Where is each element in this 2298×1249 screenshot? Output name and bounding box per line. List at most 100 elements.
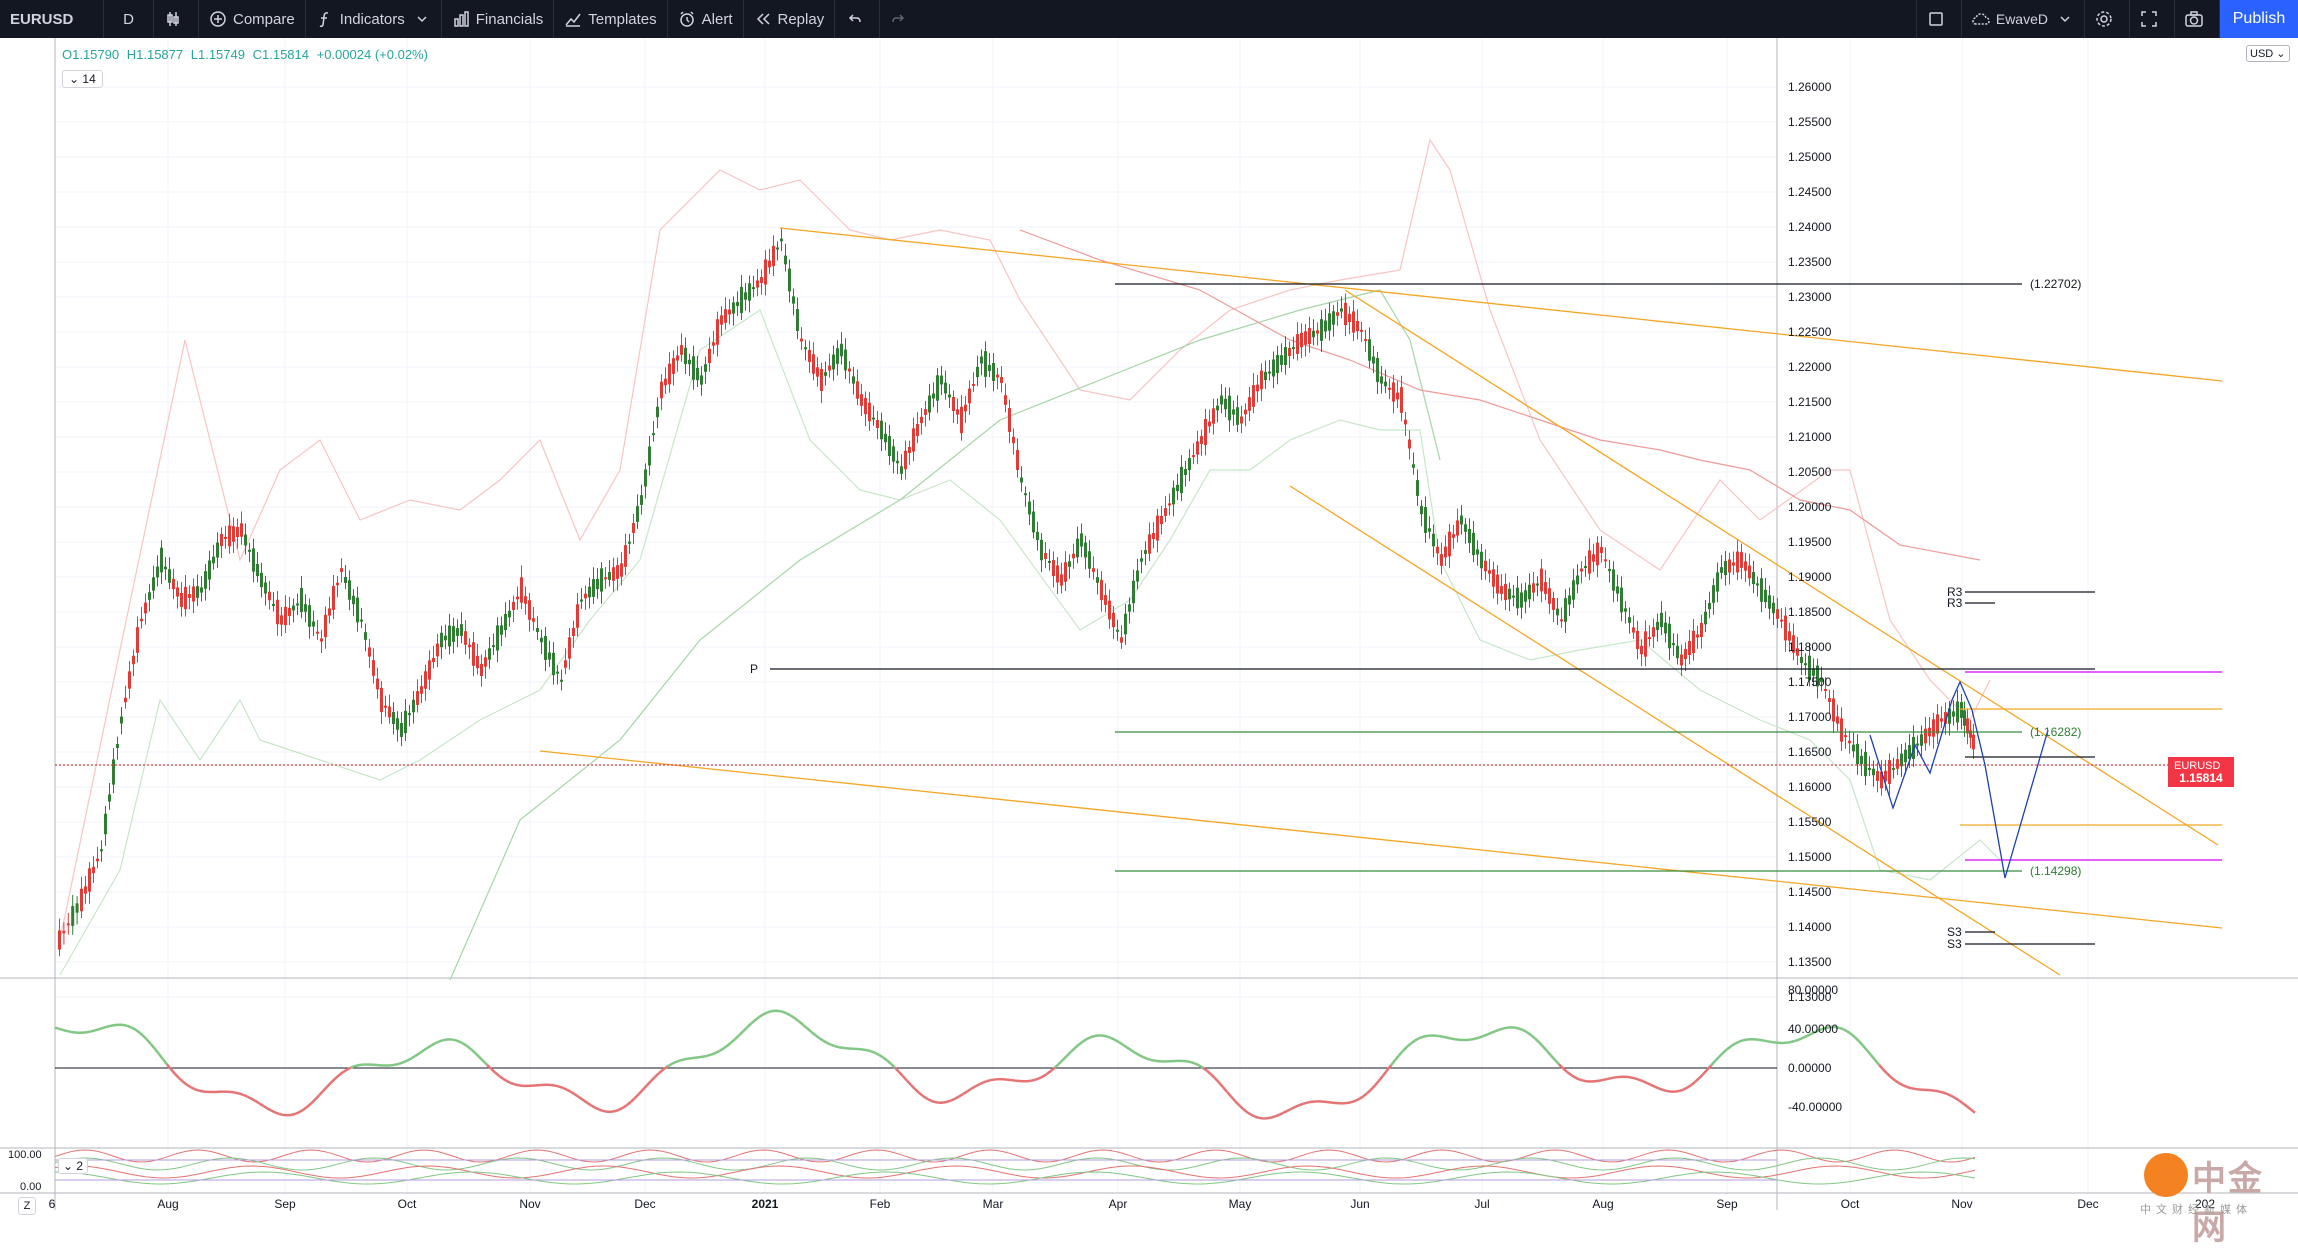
candlestick-series xyxy=(58,228,1975,956)
candle-body xyxy=(648,446,651,465)
indicator-legend-toggle[interactable]: ⌄ 14 xyxy=(62,70,103,88)
oscillator-segment xyxy=(911,1085,915,1089)
candle-body xyxy=(1864,752,1867,776)
oscillator-segment xyxy=(1515,1028,1519,1029)
candle-body xyxy=(1084,543,1087,558)
oscillator-segment xyxy=(1903,1085,1907,1087)
candle-body xyxy=(944,383,947,394)
candle-body xyxy=(1716,572,1719,591)
oscillator-segment xyxy=(1791,1041,1795,1042)
candle-body xyxy=(1636,631,1639,649)
candle-body xyxy=(508,611,511,618)
candle-body xyxy=(1156,516,1159,541)
zoom-toggle[interactable]: Z xyxy=(18,1197,36,1215)
candle-body xyxy=(1868,768,1871,770)
oscillator-segment xyxy=(491,1069,495,1073)
candle-body xyxy=(500,625,503,634)
oscillator-segment xyxy=(647,1081,651,1085)
oscillator-segment xyxy=(439,1040,443,1041)
price-tick-label: 1.21000 xyxy=(1788,430,1832,444)
oscillator-segment xyxy=(435,1042,439,1044)
price-axis[interactable]: 1.260001.255001.250001.245001.240001.235… xyxy=(1788,80,1832,1004)
candle-body xyxy=(252,548,255,571)
candle-body xyxy=(1176,485,1179,491)
oscillator-segment xyxy=(643,1085,647,1089)
candle-body xyxy=(1488,570,1491,574)
candle-body xyxy=(1760,578,1763,601)
oscillator-segment xyxy=(1739,1040,1743,1041)
oscillator-segment xyxy=(1207,1071,1211,1075)
candle-body xyxy=(1672,643,1675,645)
oscillator-segment xyxy=(603,1111,607,1112)
oscillator-segment xyxy=(1695,1078,1699,1082)
trendline-falling-lower xyxy=(1290,486,2060,975)
candle-body xyxy=(1116,630,1119,632)
oscillator-segment xyxy=(1455,1039,1459,1040)
oscillator-segment xyxy=(1043,1074,1047,1077)
oscillator-segment xyxy=(1067,1052,1071,1056)
oscillator-segment xyxy=(1275,1115,1279,1117)
oscillator-segment xyxy=(1971,1110,1975,1113)
indicator-value: 14 xyxy=(82,72,95,86)
candle-body xyxy=(188,594,191,598)
upper-band xyxy=(60,140,1990,940)
oscillator-segment xyxy=(163,1059,167,1064)
oscillator-segment xyxy=(323,1087,327,1091)
candle-body xyxy=(1280,355,1283,365)
lower-band xyxy=(60,310,2000,975)
candle-body xyxy=(340,568,343,572)
candle-body xyxy=(1664,623,1667,634)
oscillator-segment xyxy=(1363,1093,1367,1096)
candle-body xyxy=(604,577,607,579)
currency-select[interactable]: USD ⌄ xyxy=(2246,45,2290,62)
main-chart[interactable]: (1.22702) (1.16282) (1.14298) P R3 R3 S3… xyxy=(0,0,2298,1223)
oscillator-segment xyxy=(1803,1036,1807,1038)
candle-body xyxy=(288,608,291,616)
candle-body xyxy=(928,396,931,413)
candle-body xyxy=(980,357,983,364)
candle-body xyxy=(140,619,143,622)
candle-body xyxy=(1572,580,1575,599)
candle-body xyxy=(1428,528,1431,531)
candle-body xyxy=(996,375,999,378)
oscillator-segment xyxy=(931,1101,935,1102)
candle-body xyxy=(1192,455,1195,457)
candle-body xyxy=(1872,769,1875,775)
candle-body xyxy=(124,698,127,702)
oscillator-segment xyxy=(1303,1103,1307,1104)
oscillator-segment xyxy=(615,1110,619,1111)
price-tick-label: 1.25000 xyxy=(1788,150,1832,164)
candle-body xyxy=(1704,612,1707,625)
oscillator-segment xyxy=(191,1087,195,1089)
oscillator-segment xyxy=(1615,1077,1619,1078)
candle-body xyxy=(924,409,927,415)
candle-body xyxy=(1824,689,1827,691)
price-tick-label: 1.22000 xyxy=(1788,360,1832,374)
time-tick-label: Aug xyxy=(1592,1197,1613,1211)
candle-body xyxy=(67,923,70,925)
oscillator-segment xyxy=(943,1102,947,1103)
oscillator-segment xyxy=(795,1018,799,1021)
oscillator-segment xyxy=(1355,1099,1359,1101)
candle-body xyxy=(452,626,455,642)
candle-body xyxy=(752,287,755,289)
oscillator-tick-label: 80.00000 xyxy=(1788,983,1838,997)
candle-body xyxy=(1520,592,1523,607)
candle-body xyxy=(292,606,295,611)
trend-lines xyxy=(540,228,2222,975)
candle-body xyxy=(536,628,539,632)
oscillator-segment xyxy=(1723,1049,1727,1053)
candle-body xyxy=(1376,358,1379,382)
oscillator-segment xyxy=(1635,1078,1639,1079)
candle-body xyxy=(1256,385,1259,392)
oscillator-segment xyxy=(1691,1082,1695,1085)
candle-body xyxy=(1060,574,1063,585)
oscillator-segment xyxy=(1639,1080,1643,1082)
sub2-legend-toggle[interactable]: ⌄ 2 xyxy=(58,1158,88,1174)
oscillator-segment xyxy=(1703,1070,1707,1074)
candle-body xyxy=(992,363,995,381)
oscillator-segment xyxy=(111,1025,115,1026)
oscillator-segment xyxy=(1199,1065,1203,1067)
oscillator-segment xyxy=(1479,1036,1483,1037)
